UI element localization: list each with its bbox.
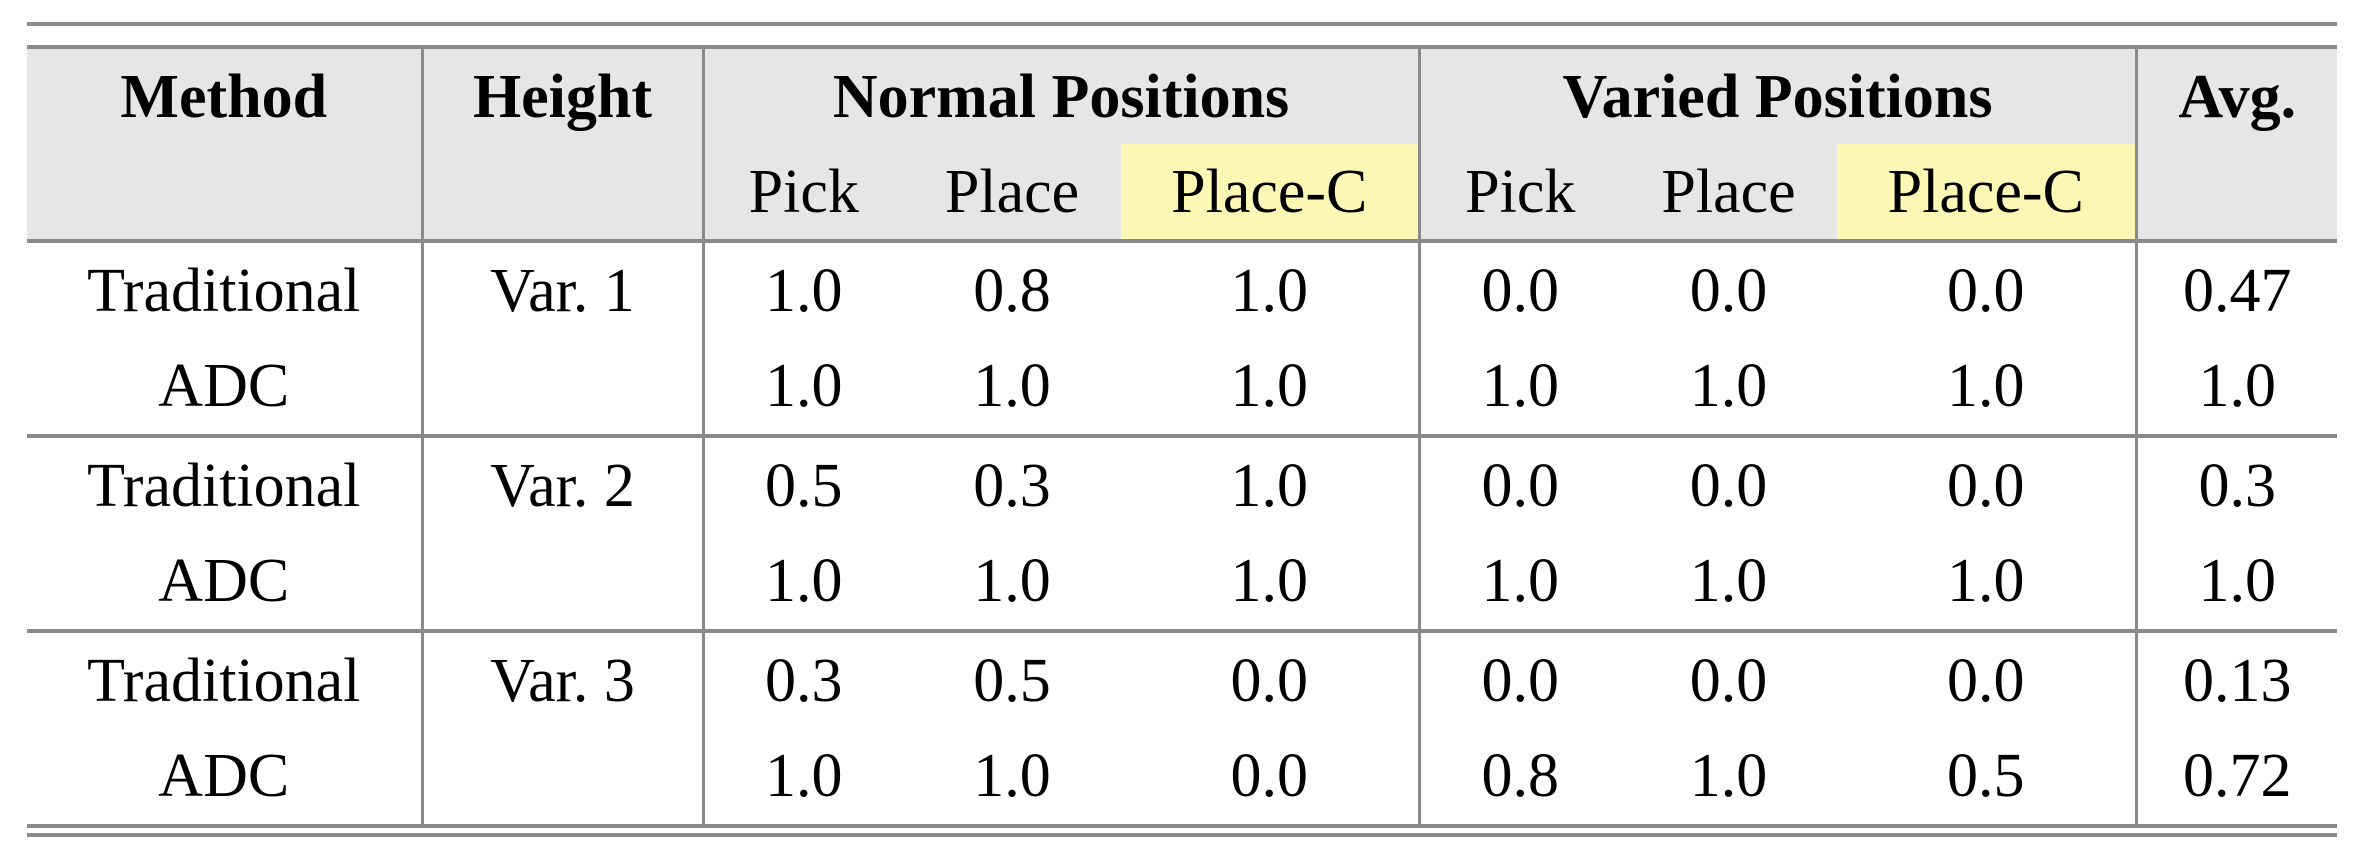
value-cell: 1.0 <box>1121 436 1421 534</box>
height-cell: Var. 2 <box>422 436 705 534</box>
value-cell: 1.0 <box>1419 533 1620 633</box>
value-cell: 1.0 <box>703 728 903 828</box>
value-cell: 0.0 <box>1481 646 1560 715</box>
value-cell: 0.8 <box>1419 728 1620 828</box>
subheader-place: Place <box>903 144 1121 243</box>
avg-cell: 0.47 <box>2183 256 2292 325</box>
table-group: Traditional Var. 2 0.5 0.3 1.0 0.0 0.0 0.0 0.3 AD… <box>27 436 2338 633</box>
value-cell: 0.5 <box>765 451 843 520</box>
value-cell: 0.0 <box>1689 646 1768 715</box>
avg-cell: 0.13 <box>2183 646 2292 715</box>
avg-cell: 1.0 <box>2136 338 2338 438</box>
value-cell: 1.0 <box>1837 338 2138 438</box>
value-cell: 0.0 <box>1689 256 1768 325</box>
height-cell: Var. 3 <box>422 631 705 729</box>
header-row: Method Height Normal Positions Varied Po… <box>27 45 2338 144</box>
method-cell: Traditional <box>27 631 424 729</box>
method-cell: Traditional <box>27 436 424 534</box>
table-row: ADC 1.0 1.0 0.0 0.8 1.0 0.5 0.72 <box>27 728 2338 828</box>
table-row: Traditional Var. 3 0.3 0.5 0.0 0.0 0.0 0.0 0.13 <box>27 631 2337 729</box>
value-cell: 0.0 <box>1837 631 2138 729</box>
value-cell: 1.0 <box>1620 338 1837 438</box>
value-cell: 1.0 <box>1620 728 1837 828</box>
value-cell: 1.0 <box>1121 241 1421 339</box>
value-cell: 1.0 <box>1837 533 2138 633</box>
table-row: ADC 1.0 1.0 1.0 1.0 1.0 1.0 1.0 <box>27 533 2338 633</box>
value-cell: 0.0 <box>1121 728 1421 828</box>
table-row: ADC 1.0 1.0 1.0 1.0 1.0 1.0 1.0 <box>27 338 2338 438</box>
value-cell: 1.0 <box>903 533 1121 633</box>
subheader-pick: Pick <box>703 144 903 243</box>
value-cell: 0.8 <box>973 256 1051 325</box>
method-cell: ADC <box>27 728 424 828</box>
header-height: Height <box>422 45 705 144</box>
table-row: Traditional Var. 2 0.5 0.3 1.0 0.0 0.0 0.0 0.3 <box>27 436 2337 534</box>
value-cell: 1.0 <box>703 338 903 438</box>
subheader-empty <box>2136 144 2338 243</box>
subheader-place: Place <box>1620 144 1837 243</box>
value-cell: 0.0 <box>1837 241 2138 339</box>
value-cell: 0.3 <box>765 646 843 715</box>
value-cell: 1.0 <box>1620 533 1837 633</box>
value-cell: 1.0 <box>703 533 903 633</box>
top-rule <box>27 22 2337 26</box>
header-avg: Avg. <box>2136 45 2338 144</box>
subheader-place-c: Place-C <box>1837 144 2138 243</box>
value-cell: 1.0 <box>903 728 1121 828</box>
header-varied-positions: Varied Positions <box>1419 45 2138 144</box>
subheader-pick: Pick <box>1419 144 1620 243</box>
value-cell: 0.0 <box>1689 451 1768 520</box>
subheader-empty <box>422 144 705 243</box>
method-cell: Traditional <box>27 241 424 339</box>
subheader-place-c: Place-C <box>1121 144 1421 243</box>
header-method: Method <box>27 45 424 144</box>
value-cell: 1.0 <box>1121 533 1421 633</box>
value-cell: 0.0 <box>1837 436 2138 534</box>
value-cell: 1.0 <box>1419 338 1620 438</box>
value-cell: 1.0 <box>1121 338 1421 438</box>
height-cell: Var. 1 <box>422 241 705 339</box>
value-cell: 0.0 <box>1481 256 1560 325</box>
value-cell: 0.0 <box>1481 451 1560 520</box>
table-row: Traditional Var. 1 1.0 0.8 1.0 0.0 0.0 0.0 0.47 <box>27 241 2337 339</box>
bottom-rule <box>27 833 2337 837</box>
height-cell <box>422 338 705 438</box>
value-cell: 0.0 <box>1121 631 1421 729</box>
avg-cell: 0.3 <box>2198 451 2277 520</box>
value-cell: 1.0 <box>765 256 843 325</box>
value-cell: 1.0 <box>903 338 1121 438</box>
subheader-empty <box>27 144 424 243</box>
results-table: Method Height Normal Positions Varied Po… <box>27 45 2338 828</box>
value-cell: 0.5 <box>973 646 1051 715</box>
height-cell <box>422 533 705 633</box>
method-cell: ADC <box>27 338 424 438</box>
subheader-row: Pick Place Place-C Pick Place Place-C <box>27 144 2338 243</box>
method-cell: ADC <box>27 533 424 633</box>
avg-cell: 1.0 <box>2136 533 2338 633</box>
header-normal-positions: Normal Positions <box>703 45 1421 144</box>
value-cell: 0.3 <box>973 451 1051 520</box>
value-cell: 0.5 <box>1837 728 2138 828</box>
table-group: Traditional Var. 1 1.0 0.8 1.0 0.0 0.0 0.0 0.47 A… <box>27 241 2338 438</box>
table-group: Traditional Var. 3 0.3 0.5 0.0 0.0 0.0 0.0 0.13 A… <box>27 631 2338 828</box>
avg-cell: 0.72 <box>2136 728 2338 828</box>
height-cell <box>422 728 705 828</box>
